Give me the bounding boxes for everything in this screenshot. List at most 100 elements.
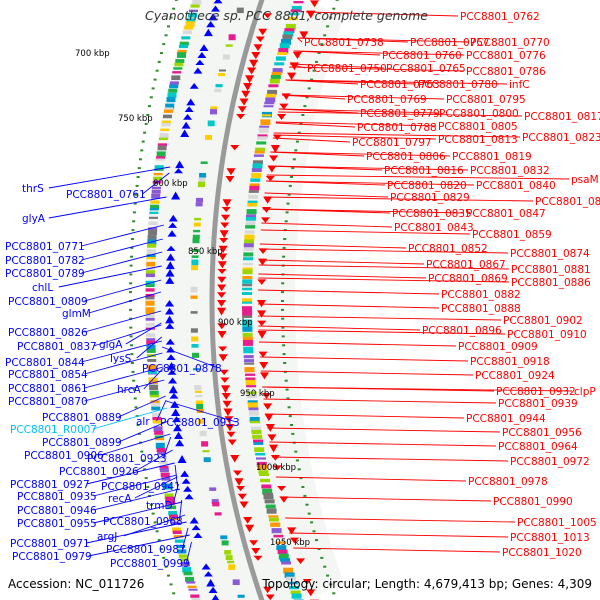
feature-block (242, 310, 253, 316)
forward-gene-arrow (217, 331, 227, 339)
reverse-gene-arrow (213, 0, 223, 4)
scale-tick (130, 255, 133, 258)
forward-gene-arrow (264, 413, 274, 422)
forward-gene-arrow (217, 292, 227, 298)
feature-block (243, 355, 254, 359)
feature-block (165, 496, 175, 503)
scale-tick (169, 16, 173, 19)
scale-tick (134, 193, 138, 196)
feature-block (148, 221, 158, 226)
feature-block (159, 468, 169, 473)
right-leader-line (289, 63, 385, 69)
reverse-gene-arrow (181, 478, 191, 484)
feature-block (187, 585, 197, 588)
right-gene-label: PCC8801_0896 (422, 325, 502, 337)
forward-gene-arrow (287, 72, 297, 81)
left-gene-label: chlL (32, 282, 53, 294)
feature-block (168, 511, 178, 516)
right-gene-label: PCC8801_0909 (458, 341, 538, 353)
feature-block (271, 528, 282, 534)
scale-tick (281, 317, 285, 320)
feature-block (284, 28, 295, 33)
feature-block (203, 457, 211, 463)
feature-block (266, 93, 277, 98)
feature-block (255, 147, 266, 152)
right-gene-label: PCC8801_0964 (498, 441, 578, 453)
right-leader-line (258, 259, 425, 265)
right-gene-label: PCC8801_0829 (390, 192, 470, 204)
feature-block (245, 221, 256, 226)
left-leader-line (166, 400, 237, 423)
scale-tick (129, 326, 133, 329)
reverse-gene-arrow (180, 129, 190, 138)
reverse-gene-arrow (168, 214, 178, 222)
left-leader-line (118, 395, 166, 418)
scale-tick (281, 335, 285, 338)
right-leader-line (272, 137, 351, 143)
reverse-gene-arrow (189, 83, 199, 89)
feature-block (244, 367, 255, 373)
feature-block (250, 420, 261, 424)
right-leader-line (258, 341, 457, 347)
feature-block (152, 186, 161, 189)
forward-gene-arrow (227, 439, 237, 446)
scale-tick (310, 78, 314, 81)
feature-block (245, 379, 256, 385)
feature-block (145, 284, 155, 287)
scale-tick (140, 450, 144, 453)
feature-block (257, 464, 268, 470)
feature-tracks (129, 0, 345, 600)
scale-tick (155, 69, 159, 72)
right-gene-label: PCC8801_0816 (384, 165, 464, 177)
right-leader-line (297, 37, 303, 43)
forward-gene-arrow (249, 540, 259, 546)
reverse-gene-arrow (197, 52, 207, 59)
reverse-gene-arrow (172, 416, 182, 423)
forward-gene-arrow (217, 269, 227, 275)
right-gene-label: PCC8801_0882 (441, 289, 521, 301)
right-leader-line (264, 192, 389, 198)
feature-block (254, 150, 265, 154)
feature-block (181, 36, 191, 40)
forward-gene-arrow (287, 527, 297, 535)
right-gene-label: PCC8801_0932 (496, 386, 576, 398)
scale-tick (139, 158, 142, 161)
feature-block (268, 515, 279, 518)
scale-tick (157, 60, 161, 63)
left-leader-line (84, 352, 163, 375)
scale-tick (281, 291, 284, 294)
forward-gene-arrow (225, 424, 235, 432)
left-leader-line (81, 238, 164, 261)
feature-block (263, 105, 274, 108)
scale-tick (288, 415, 292, 418)
feature-block (185, 576, 194, 582)
scale-tick (283, 238, 287, 240)
left-gene-label: glmM (62, 308, 91, 320)
feature-block (246, 214, 257, 219)
feature-block (146, 344, 156, 350)
feature-block (243, 346, 254, 351)
reverse-gene-arrow (172, 424, 182, 432)
right-leader-line (271, 456, 509, 462)
right-leader-line (293, 547, 501, 553)
left-gene-label: PCC8801_0946 (17, 505, 97, 517)
feature-block (164, 109, 173, 113)
scale-tick (143, 468, 147, 471)
forward-gene-arrow (306, 589, 316, 597)
reverse-gene-arrow (184, 493, 194, 500)
right-leader-line (273, 132, 521, 138)
reverse-gene-arrow (201, 563, 211, 570)
feature-block (149, 384, 159, 391)
forward-gene-arrow (309, 0, 319, 8)
left-leader-line (48, 166, 171, 189)
feature-block (146, 348, 156, 353)
scale-tick (130, 344, 133, 347)
feature-block (245, 225, 256, 229)
right-gene-label: PCC8801_0817 (524, 111, 600, 123)
right-gene-label: PCC8801_0763 (360, 79, 440, 91)
forward-gene-arrow (217, 300, 226, 307)
reverse-gene-arrow (165, 269, 175, 277)
feature-block (242, 301, 252, 304)
feature-block (190, 4, 200, 8)
right-gene-label: PCC8801_0760 (382, 50, 462, 62)
